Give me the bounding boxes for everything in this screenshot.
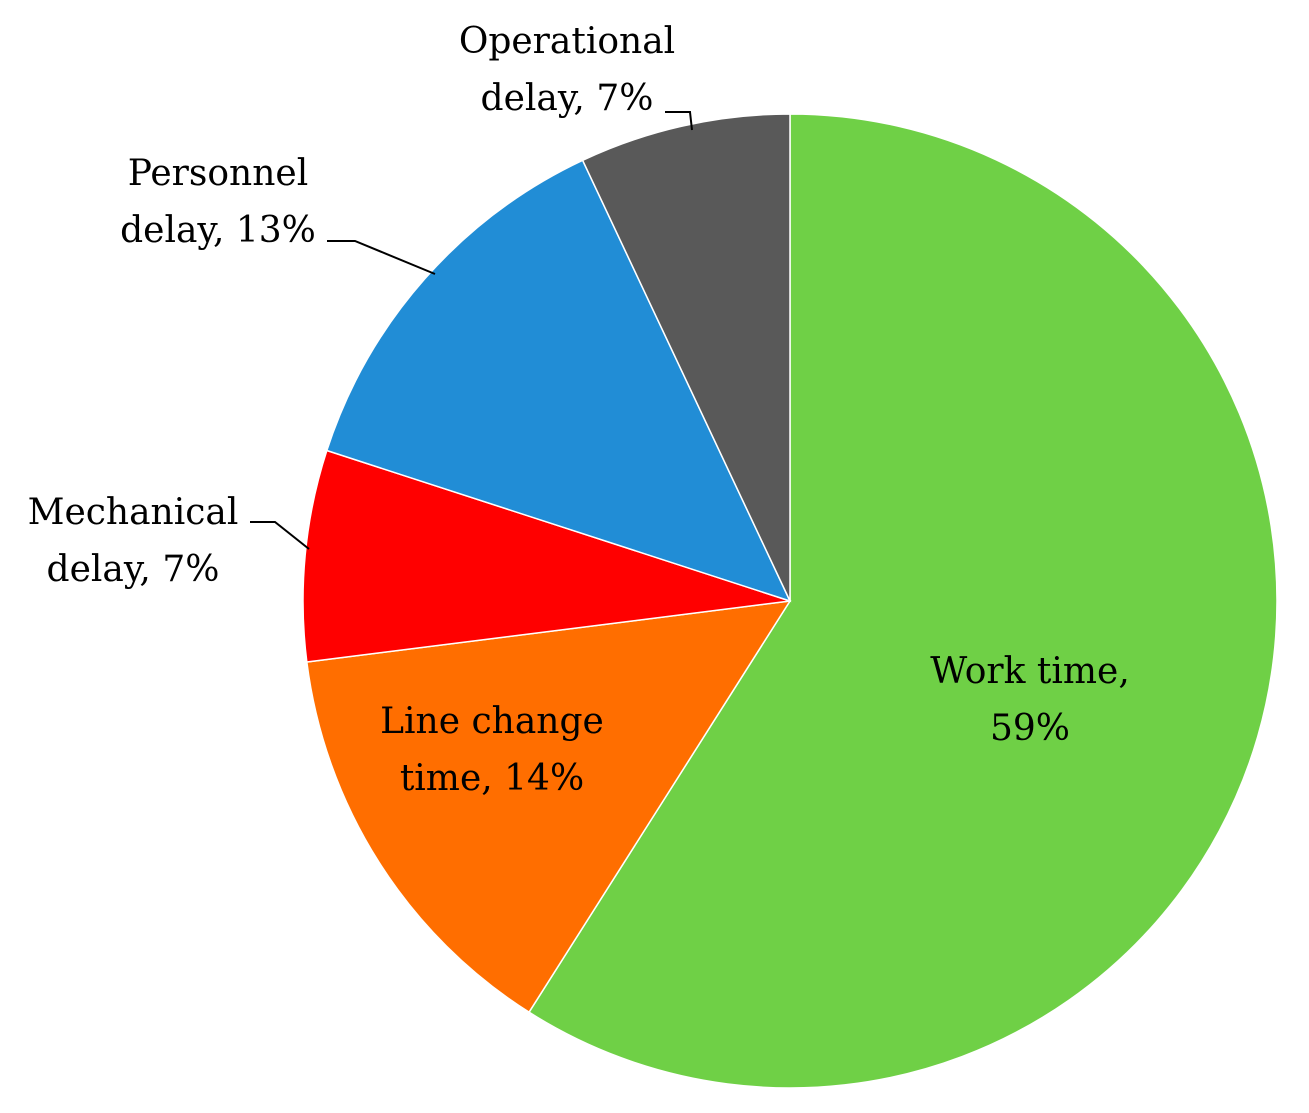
leader-line-personnel-delay xyxy=(327,240,436,275)
pie-slice-work-time xyxy=(528,113,1278,1089)
pie-slices xyxy=(302,113,1278,1089)
leader-line-operational-delay xyxy=(665,111,693,131)
data-label-operational-delay: Operational delay, 7% xyxy=(459,21,675,119)
pie-slice-line-change-time xyxy=(306,600,792,1014)
data-labels: Work time, 59% Line change time, 14% Mechani… xyxy=(28,21,1130,799)
pie-slice-personnel-delay xyxy=(325,159,792,603)
leader-lines xyxy=(250,111,693,550)
data-label-line-change-time: Line change time, 14% xyxy=(380,701,604,799)
data-label-work-time: Work time, 59% xyxy=(930,651,1130,749)
data-label-personnel-delay: Personnel delay, 13% xyxy=(120,153,316,251)
pie-slice-mechanical-delay xyxy=(302,449,791,663)
leader-line-mechanical-delay xyxy=(250,521,310,550)
pie-slice-operational-delay xyxy=(581,113,791,602)
data-label-mechanical-delay: Mechanical delay, 7% xyxy=(28,492,239,590)
